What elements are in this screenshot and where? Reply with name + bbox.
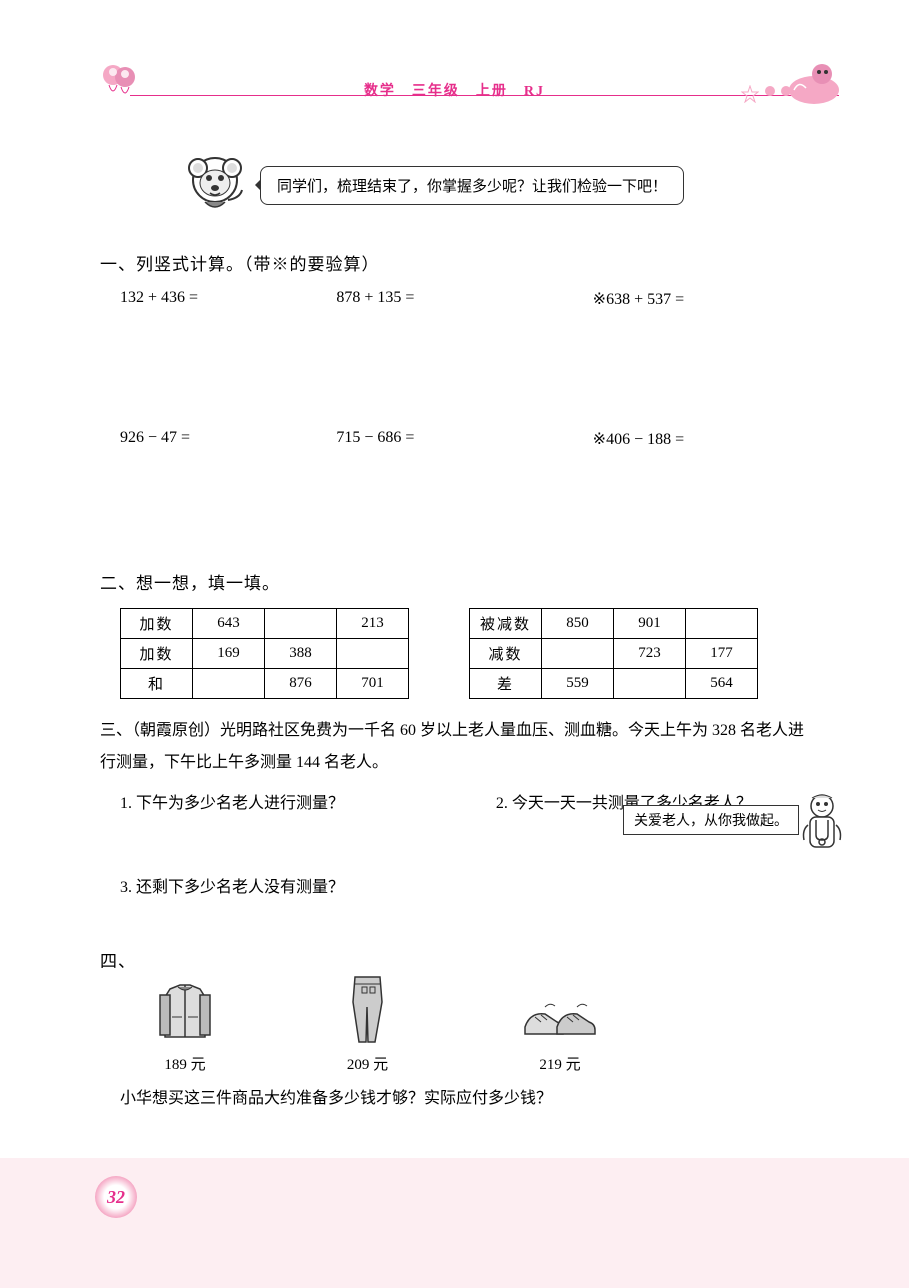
item-shoes: 219 元 (515, 992, 605, 1074)
section1-title: 一、列竖式计算。（带※的要验算） (100, 250, 809, 275)
elder-care-box: 关爱老人，从你我做起。 (623, 805, 799, 835)
shoes-icon (515, 992, 605, 1047)
table-row: 加数 169 388 (121, 639, 409, 669)
table-cell: 加数 (121, 609, 193, 639)
problem: 926 − 47 = (120, 429, 336, 449)
jacket-icon (150, 977, 220, 1047)
table-row: 差 559 564 (470, 669, 758, 699)
section1-row2: 926 − 47 = 715 − 686 = ※406 − 188 = (120, 429, 809, 449)
table-cell: 213 (337, 609, 409, 639)
table-row: 被减数 850 901 (470, 609, 758, 639)
tables-row: 加数 643 213 加数 169 388 和 876 701 被减数 850 (120, 608, 809, 699)
section2-title: 二、想一想，填一填。 (100, 569, 809, 594)
page-number-badge: 32 (95, 1176, 137, 1218)
table-cell (686, 609, 758, 639)
problem: 132 + 436 = (120, 289, 336, 309)
table-subtraction: 被减数 850 901 减数 723 177 差 559 564 (469, 608, 758, 699)
table-cell: 723 (614, 639, 686, 669)
table-cell: 388 (265, 639, 337, 669)
doctor-icon (794, 790, 849, 855)
table-cell: 876 (265, 669, 337, 699)
header-star-icon (741, 85, 759, 103)
problem: 715 − 686 = (336, 429, 552, 449)
table-cell: 177 (686, 639, 758, 669)
item-jacket: 189 元 (150, 977, 220, 1074)
problem: ※638 + 537 = (553, 289, 809, 309)
table-row: 和 876 701 (121, 669, 409, 699)
table-cell: 701 (337, 669, 409, 699)
table-cell: 564 (686, 669, 758, 699)
table-cell (542, 639, 614, 669)
page-content: 同学们，梳理结束了，你掌握多少呢？让我们检验一下吧！ 一、列竖式计算。（带※的要… (0, 110, 909, 1108)
header-right-decoration (784, 60, 844, 105)
problem: 878 + 135 = (336, 289, 552, 309)
monkey-icon (180, 150, 250, 220)
section4-items-row: 189 元 209 元 219 元 (150, 972, 809, 1074)
item-price: 219 元 (515, 1053, 605, 1074)
speech-text: 同学们，梳理结束了，你掌握多少呢？让我们检验一下吧！ (277, 179, 667, 195)
table-cell: 901 (614, 609, 686, 639)
table-cell: 850 (542, 609, 614, 639)
section3-q1: 1. 下午为多少名老人进行测量？ (120, 789, 496, 813)
section3-q3: 3. 还剩下多少名老人没有测量？ (120, 873, 809, 897)
table-cell (193, 669, 265, 699)
pants-icon (340, 972, 395, 1047)
intro-row: 同学们，梳理结束了，你掌握多少呢？让我们检验一下吧！ (180, 150, 809, 220)
item-price: 209 元 (340, 1053, 395, 1074)
section4-title: 四、 (100, 952, 136, 971)
table-cell: 643 (193, 609, 265, 639)
table-cell: 被减数 (470, 609, 542, 639)
speech-bubble: 同学们，梳理结束了，你掌握多少呢？让我们检验一下吧！ (260, 166, 684, 205)
table-cell: 差 (470, 669, 542, 699)
item-pants: 209 元 (340, 972, 395, 1074)
section1-row1: 132 + 436 = 878 + 135 = ※638 + 537 = (120, 289, 809, 309)
table-addition: 加数 643 213 加数 169 388 和 876 701 (120, 608, 409, 699)
table-row: 加数 643 213 (121, 609, 409, 639)
table-cell: 减数 (470, 639, 542, 669)
table-cell: 和 (121, 669, 193, 699)
section4-question: 小华想买这三件商品大约准备多少钱才够？实际应付多少钱？ (120, 1084, 809, 1108)
elder-care-text: 关爱老人，从你我做起。 (634, 814, 788, 829)
page-header: 数学 三年级 上册 RJ (0, 0, 909, 110)
item-price: 189 元 (150, 1053, 220, 1074)
table-cell: 559 (542, 669, 614, 699)
table-cell: 加数 (121, 639, 193, 669)
section3-title: 三、（朝霞原创）光明路社区免费为一千名 60 岁以上老人量血压、测血糖。今天上午… (100, 715, 809, 779)
table-row: 减数 723 177 (470, 639, 758, 669)
problem: ※406 − 188 = (553, 429, 809, 449)
section4: 四、 189 元 209 (100, 947, 809, 1108)
table-cell (265, 609, 337, 639)
page-number: 32 (95, 1176, 137, 1218)
table-cell (337, 639, 409, 669)
table-cell (614, 669, 686, 699)
table-cell: 169 (193, 639, 265, 669)
